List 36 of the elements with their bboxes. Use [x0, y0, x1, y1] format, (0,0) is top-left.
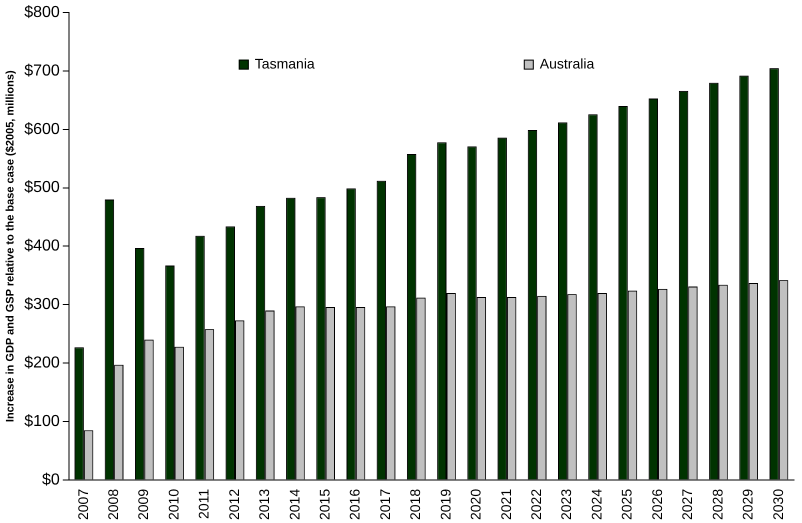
y-axis-title: Increase in GDP and GSP relative to the base case ($2005, millions)	[4, 70, 17, 422]
y-tick-label: $400	[24, 238, 60, 255]
x-tick-label: 2024	[588, 488, 604, 520]
x-tick-label: 2027	[679, 488, 696, 520]
x-tick-label: 2008	[104, 488, 121, 520]
legend-label: Tasmania	[254, 55, 315, 72]
y-tick-label: $0	[42, 471, 60, 488]
y-tick-label: $100	[24, 412, 60, 430]
x-tick-label: 2016	[346, 488, 363, 520]
x-tick-label: 2028	[709, 488, 726, 520]
x-tick-label: 2030	[770, 488, 786, 520]
y-tick-label: $200	[24, 354, 60, 372]
x-tick-label: 2025	[618, 488, 635, 520]
x-tick-label: 2013	[256, 488, 272, 520]
x-tick-label: 2017	[376, 488, 393, 520]
x-tick-label: 2021	[498, 488, 514, 520]
y-tick-label: $500	[24, 179, 60, 196]
x-tick-label: 2019	[437, 488, 454, 520]
x-tick-label: 2022	[528, 488, 544, 520]
x-tick-label: 2020	[468, 488, 484, 520]
y-tick-label: $700	[24, 62, 60, 80]
y-tick-label: $800	[24, 4, 60, 22]
x-tick-label: 2029	[740, 488, 756, 520]
legend-label: Australia	[540, 55, 594, 72]
x-tick-label: 2018	[407, 488, 424, 520]
x-tick-label: 2012	[226, 488, 242, 520]
y-tick-label: $300	[24, 296, 60, 314]
x-tick-label: 2011	[196, 488, 212, 519]
x-tick-label: 2023	[558, 488, 574, 520]
x-tick-label: 2014	[286, 488, 302, 520]
x-tick-label: 2010	[165, 488, 182, 520]
y-tick-label: $600	[24, 120, 60, 138]
x-tick-label: 2009	[135, 488, 152, 520]
x-tick-label: 2026	[648, 488, 665, 520]
x-tick-label: 2007	[74, 488, 91, 520]
x-tick-label: 2015	[316, 488, 332, 520]
